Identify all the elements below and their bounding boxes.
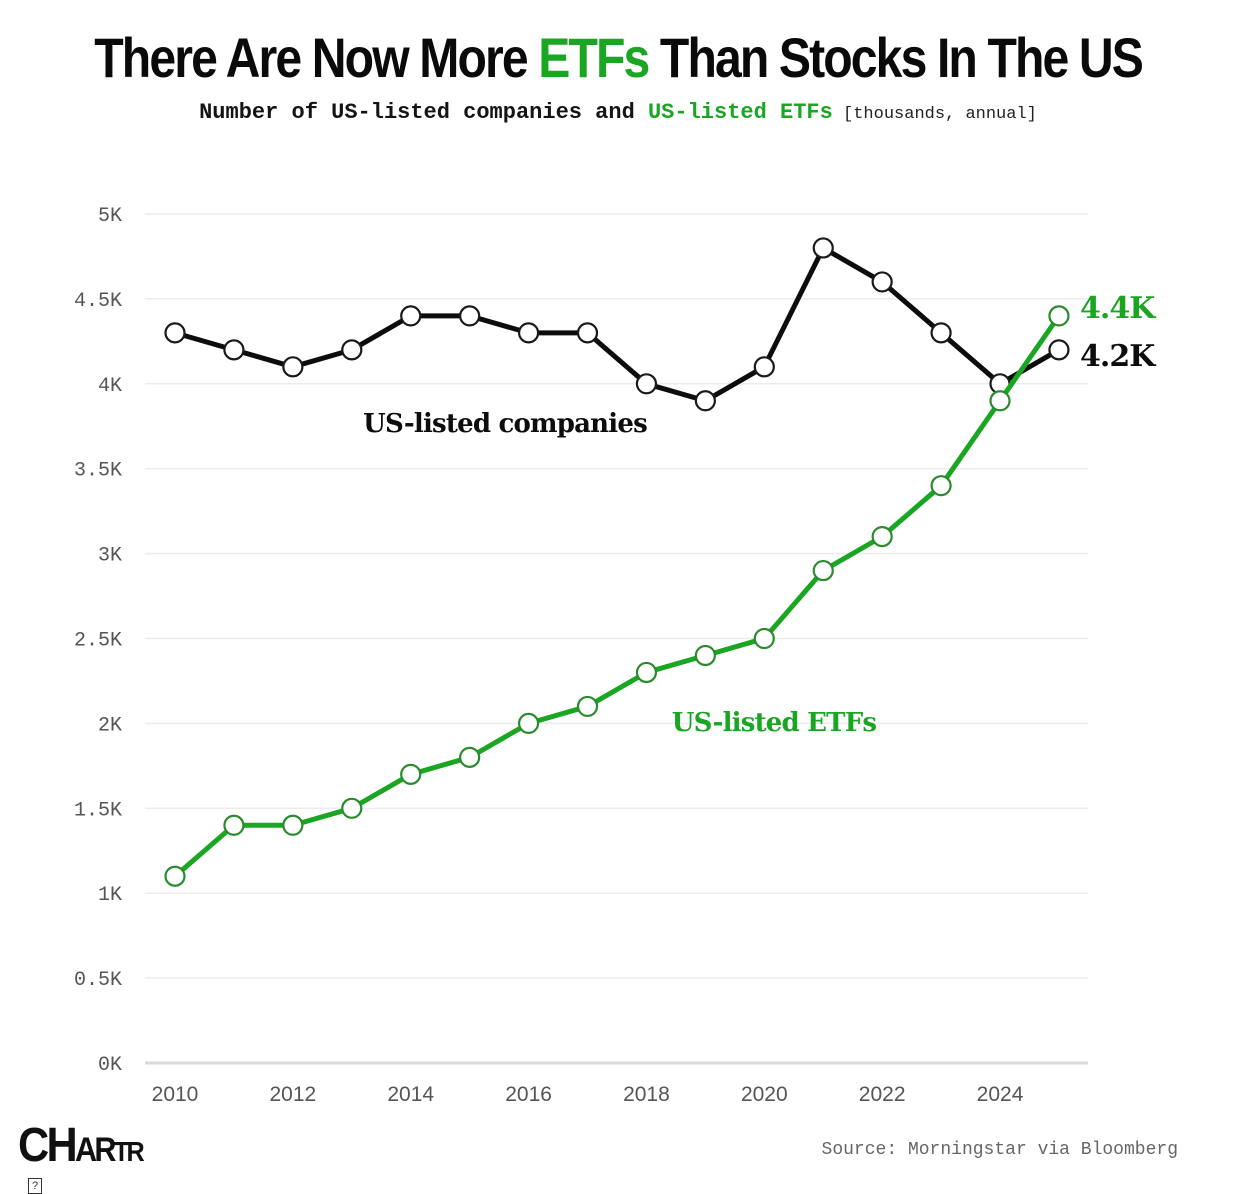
logo-part-ar: AR [74,1131,117,1169]
data-point-2011 [223,339,245,361]
source-note: Source: Morningstar via Bloomberg [821,1140,1178,1160]
data-point-2012 [282,814,304,836]
subtitle-unit: [thousands, annual] [832,105,1037,124]
series-label-companies: US-listed companies [363,409,647,439]
data-point-2022 [871,526,893,548]
data-point-2012 [282,356,304,378]
data-point-2017 [576,322,599,344]
end-label-etfs: 4.4K [1080,291,1156,326]
subtitle-accent-etfs: US-listed ETFs [647,100,833,125]
title-accent-etfs: ETFs [538,26,650,89]
data-point-2022 [871,271,893,293]
x-tick-label: 2016 [505,1083,552,1106]
title-text-end: Than Stocks In The US [648,26,1144,89]
y-tick-label: 1K [98,884,122,907]
y-tick-label: 5K [98,205,122,228]
data-point-2018 [635,661,658,684]
x-axis-ticks: 2010 2012 2014 2016 2018 2020 2022 2024 [152,1083,1024,1106]
chart-title: There Are Now More ETFs Than Stocks In T… [0,26,1236,90]
data-point-2010 [164,865,186,887]
y-tick-label: 3K [98,545,122,568]
y-tick-label: 4.5K [74,290,122,313]
data-point-2014 [400,305,422,327]
data-point-2010 [164,322,186,344]
series-label-etfs: US-listed ETFs [672,708,877,738]
data-point-2016 [517,322,540,344]
logo-part-tr: TR [113,1136,145,1167]
series-us-listed-companies [164,237,1070,412]
chart-subtitle: Number of US-listed companies and US-lis… [0,98,1236,130]
data-point-2016 [517,712,540,735]
data-point-2025 [1048,339,1070,361]
data-point-2013 [341,339,363,361]
data-point-2013 [341,797,363,819]
data-point-2023 [930,322,952,344]
x-tick-label: 2024 [977,1083,1024,1106]
data-point-2015 [459,305,481,327]
x-tick-label: 2020 [741,1083,788,1106]
logo-part-ch: CH [18,1119,78,1172]
chartr-logo: CHARTR [18,1118,145,1173]
series-line [172,245,1062,404]
data-point-2019 [694,644,716,667]
data-point-2024 [989,390,1011,412]
data-point-2015 [459,746,481,768]
x-tick-label: 2018 [623,1083,670,1106]
y-tick-label: 0K [98,1054,122,1077]
y-tick-label: 2.5K [74,630,122,653]
end-label-companies: 4.2K [1080,339,1156,374]
gridlines [145,213,1088,1065]
y-tick-label: 1.5K [74,799,122,822]
x-tick-label: 2022 [859,1083,906,1106]
data-point-2014 [400,763,422,785]
data-point-2021 [812,237,834,259]
x-tick-label: 2014 [387,1083,434,1106]
data-point-2011 [223,814,245,836]
title-text-start: There Are Now More [94,26,539,89]
x-tick-label: 2010 [152,1083,199,1106]
data-point-2025 [1048,305,1070,327]
y-tick-label: 4K [98,375,122,398]
data-point-2019 [694,390,716,412]
data-point-2023 [930,475,952,497]
data-point-2018 [635,373,658,395]
y-axis-ticks: 0K 0.5K 1K 1.5K 2K 2.5K 3K 3.5K 4K 4.5K 5K [74,205,122,1077]
data-point-2021 [812,559,834,582]
subtitle-text: Number of US-listed companies and [199,100,648,125]
unknown-glyph-icon: ? [28,1178,42,1194]
y-tick-label: 3.5K [74,460,122,483]
y-tick-label: 2K [98,714,122,737]
y-tick-label: 0.5K [74,969,122,992]
series-us-listed-etfs [164,305,1070,887]
data-point-2020 [753,356,775,378]
data-point-2020 [753,627,775,650]
x-tick-label: 2012 [270,1083,317,1106]
data-point-2017 [576,695,599,718]
series-line [172,313,1062,879]
